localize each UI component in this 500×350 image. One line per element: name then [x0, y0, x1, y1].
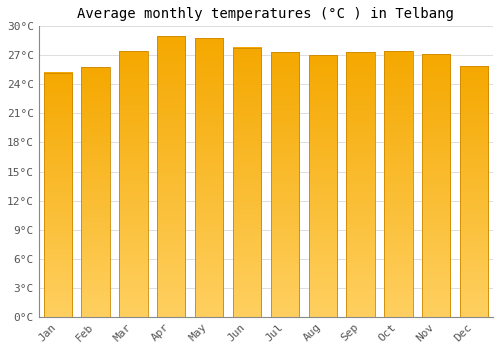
- Bar: [82, 67, 110, 317]
- Bar: [422, 54, 450, 317]
- Title: Average monthly temperatures (°C ) in Telbang: Average monthly temperatures (°C ) in Te…: [78, 7, 454, 21]
- Bar: [384, 51, 412, 317]
- Bar: [119, 51, 148, 317]
- Bar: [195, 38, 224, 317]
- Bar: [460, 66, 488, 317]
- Bar: [233, 48, 261, 317]
- Bar: [346, 52, 375, 317]
- Bar: [308, 55, 337, 317]
- Bar: [270, 52, 299, 317]
- Bar: [157, 36, 186, 317]
- Bar: [44, 73, 72, 317]
